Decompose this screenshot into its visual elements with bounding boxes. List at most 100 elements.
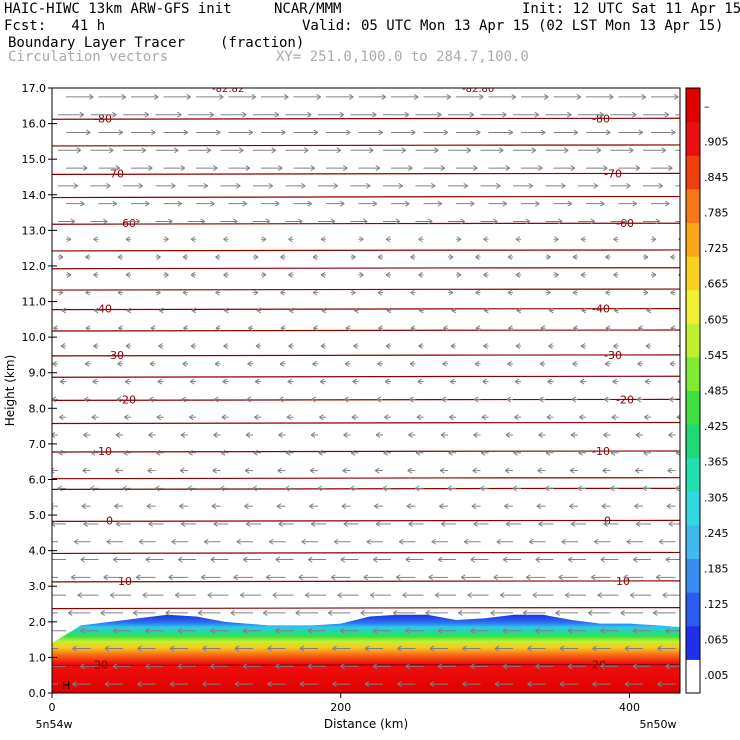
contour-label: -80 <box>94 112 112 125</box>
y-tick-label: 15.0 <box>22 153 47 166</box>
temperature-contour <box>52 329 680 332</box>
colorbar-label: .845 <box>704 171 729 184</box>
temperature-contour <box>52 144 680 147</box>
y-tick-label: 14.0 <box>22 189 47 202</box>
contour-label: -40 <box>94 303 112 316</box>
temperature-contour <box>52 580 680 583</box>
colorbar-label: .065 <box>704 634 729 647</box>
temperature-contour <box>52 308 680 311</box>
cross-section-coords: XY= 251.0,100.0 to 284.7,100.0 <box>276 49 529 65</box>
temperature-contour <box>52 117 680 120</box>
contour-label: -10 <box>592 445 610 458</box>
contour-label: -80 <box>592 112 610 125</box>
temperature-contour <box>52 195 680 199</box>
colorbar-swatch <box>686 592 700 627</box>
y-tick-label: 3.0 <box>29 580 47 593</box>
model-title: HAIC-HIWC 13km ARW-GFS init <box>4 1 232 17</box>
x-edge-label-left: 5n54w <box>36 718 73 731</box>
colorbar-label: .125 <box>704 598 729 611</box>
y-tick-label: 10.0 <box>22 331 47 344</box>
y-tick-label: 11.0 <box>22 296 47 309</box>
vector-field-name: Circulation vectors <box>8 49 169 65</box>
colorbar-swatch <box>686 625 700 660</box>
y-tick-label: 9.0 <box>29 367 47 380</box>
colorbar-label: – <box>704 100 710 113</box>
colorbar-swatch <box>686 558 700 593</box>
x-tick-label: 400 <box>619 701 640 714</box>
contour-label: 20 <box>94 659 108 672</box>
colorbar-label: .725 <box>704 242 729 255</box>
contour-label: -30 <box>604 349 622 362</box>
colorbar-swatch <box>686 289 700 324</box>
contour-label: 10 <box>118 575 132 588</box>
colorbar-swatch <box>686 155 700 190</box>
contour-label: 20 <box>592 659 606 672</box>
colorbar-swatch <box>686 491 700 526</box>
contour-label: 10 <box>616 575 630 588</box>
colorbar-swatch <box>686 659 700 694</box>
field-name: Boundary Layer Tracer <box>8 35 186 51</box>
y-tick-label: 17.0 <box>22 82 47 95</box>
org-label: NCAR/MMM <box>274 1 342 17</box>
colorbar-label: .785 <box>704 207 729 220</box>
colorbar-swatch <box>686 88 700 123</box>
colorbar-swatch <box>686 256 700 291</box>
contour-top-label: -82.82 <box>212 84 244 95</box>
temperature-contour <box>52 288 680 291</box>
contour-label: -60 <box>118 217 136 230</box>
y-tick-label: 5.0 <box>29 509 47 522</box>
y-tick-label: 4.0 <box>29 545 47 558</box>
contour-label: 0 <box>106 514 113 527</box>
x-tick-label: 200 <box>330 701 351 714</box>
x-tick-label: 0 <box>49 701 56 714</box>
temperature-contour <box>52 421 680 425</box>
contour-label: 0 <box>604 514 611 527</box>
colorbar-label: .245 <box>704 527 729 540</box>
colorbar-swatch <box>686 323 700 358</box>
contour-label: -30 <box>106 349 124 362</box>
contour-label: -70 <box>604 167 622 180</box>
plot-area: -80 -80 -70 -70 -60 -60 -40 -40 -30 -30 -20 -20 -10 -… <box>52 84 680 693</box>
colorbar-label: .365 <box>704 456 729 469</box>
contour-label: -20 <box>118 393 136 406</box>
y-tick-label: 16.0 <box>22 118 47 131</box>
y-tick-label: 13.0 <box>22 224 47 237</box>
temperature-contour <box>52 398 680 401</box>
y-tick-label: 8.0 <box>29 402 47 415</box>
temperature-contour <box>52 519 680 522</box>
temperature-contour <box>52 477 680 480</box>
temperature-contour <box>52 249 680 252</box>
colorbar-label: .425 <box>704 420 729 433</box>
x-axis-label: Distance (km) <box>324 717 408 731</box>
high-marker: H <box>62 679 70 692</box>
colorbar-swatch <box>686 121 700 156</box>
colorbar-label: .605 <box>704 313 729 326</box>
plot-frame <box>51 87 681 694</box>
x-edge-label-right: 5n50w <box>640 718 677 731</box>
y-tick-label: 7.0 <box>29 438 47 451</box>
contour-label: -60 <box>616 217 634 230</box>
colorbar-frame <box>685 87 701 694</box>
y-tick-label: 1.0 <box>29 651 47 664</box>
colorbar-swatch <box>686 356 700 391</box>
temperature-contour <box>52 606 680 610</box>
temperature-contour <box>52 450 680 453</box>
temperature-contour <box>52 663 680 667</box>
temperature-contour <box>52 551 680 555</box>
field-units: (fraction) <box>220 35 305 51</box>
colorbar-label: .305 <box>704 491 729 504</box>
temperature-contour <box>52 354 680 357</box>
colorbar-label: .185 <box>704 562 729 575</box>
contour-label: -40 <box>592 303 610 316</box>
contour-label: -20 <box>616 393 634 406</box>
temperature-contour <box>52 172 680 176</box>
colorbar-label: .665 <box>704 278 729 291</box>
y-axis-label: Height (km) <box>3 355 17 426</box>
y-tick-label: 12.0 <box>22 260 47 273</box>
y-tick-label: 2.0 <box>29 616 47 629</box>
boundary-layer-tracer-fill <box>52 614 680 693</box>
y-tick-label: 6.0 <box>29 473 47 486</box>
temperature-contour <box>52 267 680 270</box>
y-tick-label: 0.0 <box>29 687 47 700</box>
colorbar-swatch <box>686 457 700 492</box>
